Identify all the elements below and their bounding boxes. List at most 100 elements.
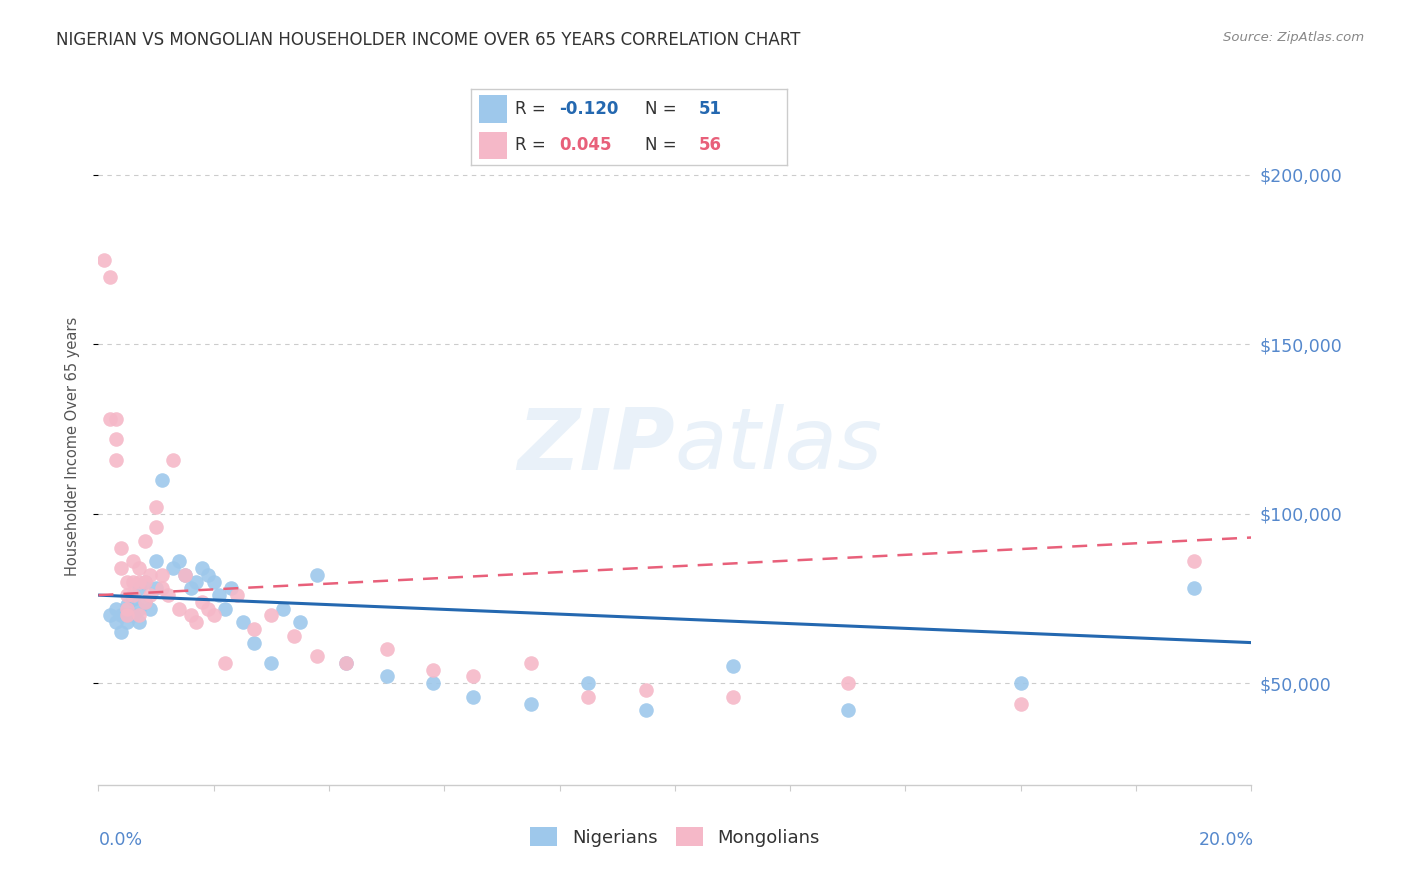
Text: N =: N = <box>645 136 682 154</box>
Point <box>290 615 312 630</box>
Point <box>375 642 398 657</box>
Point <box>167 554 190 568</box>
Point <box>134 574 156 589</box>
Point <box>422 663 444 677</box>
Point <box>110 561 132 575</box>
Point <box>128 608 150 623</box>
Point <box>117 588 139 602</box>
Point <box>180 608 202 623</box>
Point <box>422 676 444 690</box>
Text: R =: R = <box>516 136 551 154</box>
Point <box>104 615 127 630</box>
Text: 56: 56 <box>699 136 721 154</box>
Text: N =: N = <box>645 100 682 118</box>
Text: -0.120: -0.120 <box>560 100 619 118</box>
Point <box>110 625 132 640</box>
Point <box>578 690 600 704</box>
Point <box>122 591 145 606</box>
Point <box>128 574 150 589</box>
Point <box>197 567 219 582</box>
Point <box>145 554 167 568</box>
Legend: Nigerians, Mongolians: Nigerians, Mongolians <box>523 820 827 854</box>
Point <box>128 601 150 615</box>
Point <box>98 269 121 284</box>
Text: Source: ZipAtlas.com: Source: ZipAtlas.com <box>1223 31 1364 45</box>
Point <box>461 669 484 683</box>
Point <box>243 635 266 649</box>
Point <box>1010 676 1032 690</box>
Point <box>150 582 173 596</box>
Point <box>139 588 162 602</box>
Point <box>167 601 190 615</box>
Point <box>117 599 139 613</box>
Point <box>307 649 329 664</box>
Point <box>271 601 294 615</box>
Text: R =: R = <box>516 100 551 118</box>
Point <box>208 588 231 602</box>
Point <box>202 574 225 589</box>
Text: 0.045: 0.045 <box>560 136 612 154</box>
Point <box>134 595 156 609</box>
Point <box>260 656 283 670</box>
Point <box>139 567 162 582</box>
Point <box>150 567 173 582</box>
Point <box>117 615 139 630</box>
Point <box>231 615 254 630</box>
Point <box>214 601 236 615</box>
Point <box>636 683 658 698</box>
Point <box>202 608 225 623</box>
Point <box>128 561 150 575</box>
Bar <box>479 95 508 122</box>
Point <box>93 252 115 267</box>
Point <box>174 567 197 582</box>
Point <box>260 608 283 623</box>
Point <box>186 574 208 589</box>
Point <box>104 412 127 426</box>
Point <box>117 601 139 615</box>
Point <box>1182 554 1205 568</box>
Point <box>145 500 167 514</box>
Point <box>122 608 145 623</box>
Bar <box>479 132 508 159</box>
Point <box>578 676 600 690</box>
Point <box>197 601 219 615</box>
Point <box>636 703 658 717</box>
Point <box>307 567 329 582</box>
Point <box>110 541 132 555</box>
Point <box>219 582 242 596</box>
Point <box>721 659 744 673</box>
Text: 20.0%: 20.0% <box>1199 831 1254 849</box>
Point <box>520 697 543 711</box>
Point <box>191 595 214 609</box>
Point <box>837 703 859 717</box>
Point <box>134 595 156 609</box>
Point <box>104 432 127 446</box>
Point <box>335 656 357 670</box>
Point <box>139 601 162 615</box>
Point <box>145 582 167 596</box>
Point <box>134 533 156 548</box>
Y-axis label: Householder Income Over 65 years: Householder Income Over 65 years <box>65 317 80 575</box>
Point <box>98 608 121 623</box>
Point <box>117 608 139 623</box>
Point <box>122 554 145 568</box>
Point <box>122 588 145 602</box>
Point <box>128 582 150 596</box>
Text: atlas: atlas <box>675 404 883 488</box>
Point <box>122 574 145 589</box>
Point <box>283 629 305 643</box>
Point <box>1010 697 1032 711</box>
Point <box>104 601 127 615</box>
Point <box>186 615 208 630</box>
Point <box>162 561 184 575</box>
Point <box>335 656 357 670</box>
Point <box>117 574 139 589</box>
Point <box>180 582 202 596</box>
Point <box>134 574 156 589</box>
Point <box>243 622 266 636</box>
Point <box>461 690 484 704</box>
Point <box>837 676 859 690</box>
Point <box>174 567 197 582</box>
Point <box>156 588 179 602</box>
Point <box>721 690 744 704</box>
